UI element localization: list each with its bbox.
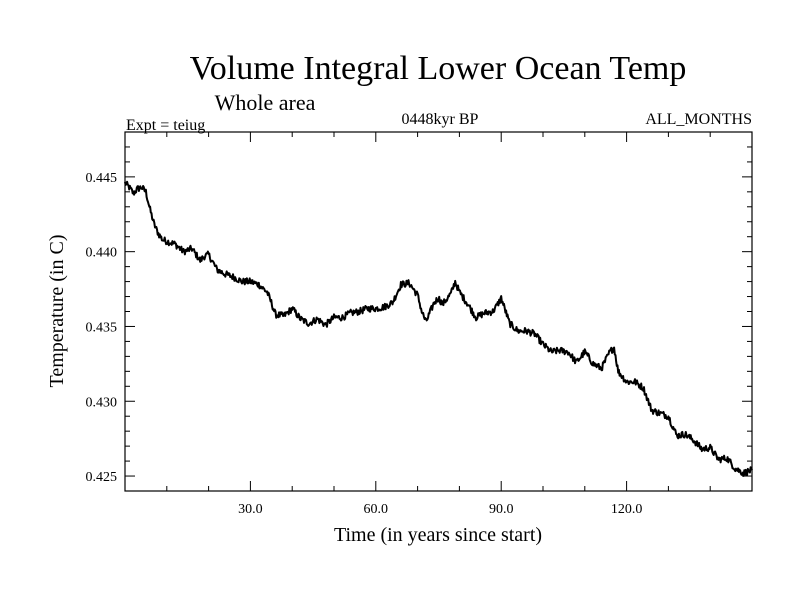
period-label: 0448kyr BP (402, 111, 479, 128)
x-axis-label: Time (in years since start) (334, 524, 542, 546)
plot-frame (124, 131, 753, 492)
y-axis-tick-labels: 0.425 0.430 0.435 0.440 0.445 (86, 171, 118, 485)
y-axis-label: Temperature (in C) (46, 235, 68, 388)
months-label: ALL_MONTHS (645, 111, 752, 128)
x-tick-label: 120.0 (611, 502, 643, 517)
series-line-lower-ocean-temp (124, 180, 753, 477)
y-tick-label: 0.425 (86, 470, 118, 485)
y-axis-ticks (125, 146, 752, 477)
y-tick-label: 0.435 (86, 320, 118, 335)
y-tick-label: 0.445 (86, 171, 118, 186)
chart-title: Volume Integral Lower Ocean Temp (190, 50, 687, 87)
x-axis-ticks (166, 132, 711, 491)
expt-label: Expt = teiug (126, 117, 205, 134)
x-axis-tick-labels: 30.0 60.0 90.0 120.0 (238, 502, 642, 517)
y-tick-label: 0.430 (86, 395, 118, 410)
chart-subtitle: Whole area (215, 90, 316, 115)
y-tick-label: 0.440 (86, 246, 118, 261)
x-tick-label: 90.0 (489, 502, 514, 517)
x-tick-label: 30.0 (238, 502, 263, 517)
x-tick-label: 60.0 (364, 502, 389, 517)
